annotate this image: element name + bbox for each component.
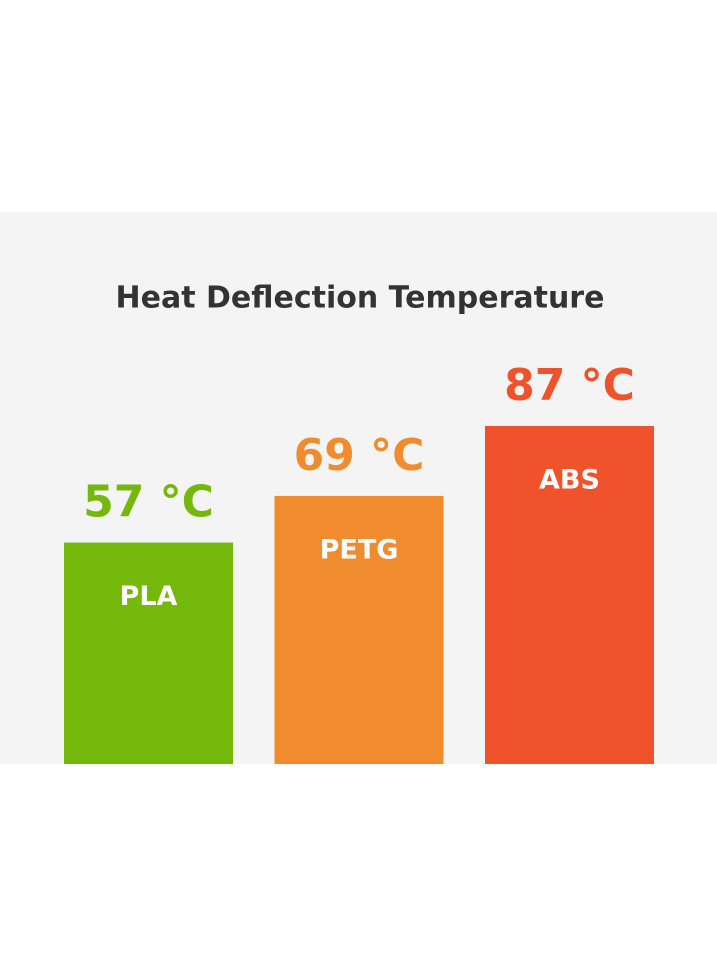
bar [485, 426, 654, 764]
bar [274, 495, 444, 764]
chart-title: Heat Deflection Temperature [116, 281, 605, 316]
category-label: ABS [539, 465, 600, 496]
value-label: 57 °C [83, 477, 214, 528]
bar [64, 542, 233, 764]
value-label: 87 °C [504, 360, 635, 411]
value-label: 69 °C [294, 430, 425, 481]
category-label: PLA [120, 581, 178, 612]
category-label: PETG [320, 534, 399, 565]
